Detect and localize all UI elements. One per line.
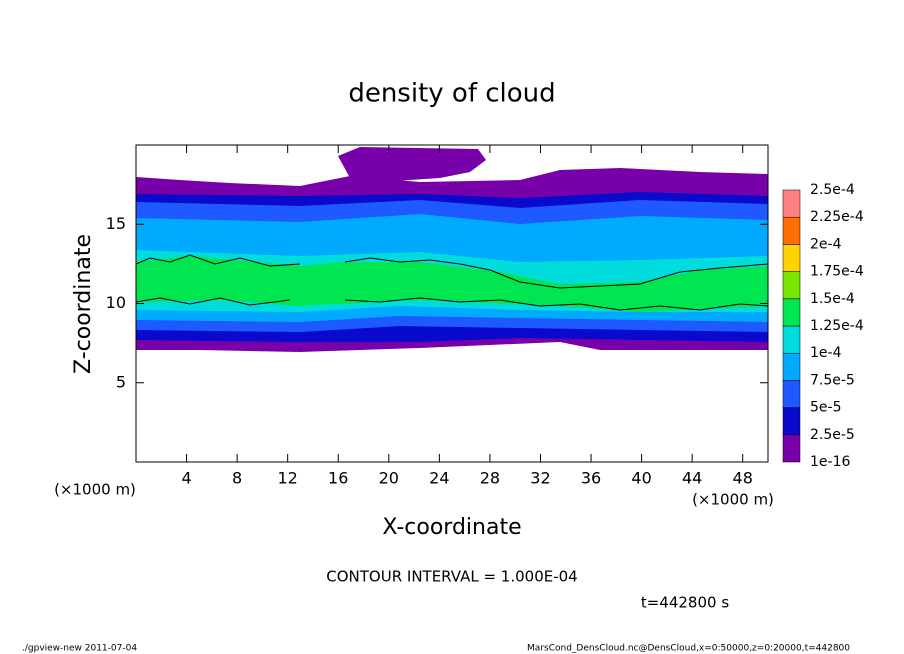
- contour-line: [135, 254, 769, 311]
- chart-title: density of cloud: [348, 79, 555, 109]
- colorbar-label: 1e-16: [810, 454, 850, 470]
- field: [135, 147, 769, 352]
- x-tick-label: 32: [530, 469, 550, 488]
- colorbar-box: [782, 298, 801, 327]
- x-axis-label: X-coordinate: [382, 515, 521, 540]
- y-tick-label: 15: [106, 214, 126, 233]
- field-band: [136, 256, 768, 312]
- y-tick-label: 5: [116, 372, 126, 391]
- x-unit: (×1000 m): [692, 491, 774, 509]
- y-unit: (×1000 m): [54, 481, 136, 499]
- colorbar-box: [782, 434, 801, 463]
- colorbar-label: 2.25e-4: [810, 209, 864, 225]
- x-tick-label: 12: [278, 469, 298, 488]
- colorbar-box: [782, 216, 801, 245]
- colorbar-label: 1e-4: [810, 345, 842, 361]
- x-tick-label: 36: [581, 469, 601, 488]
- colorbar-box: [782, 352, 801, 381]
- x-tick-label: 16: [328, 469, 348, 488]
- x-tick-label: 20: [379, 469, 399, 488]
- colorbar-box: [782, 189, 801, 218]
- x-tick-label: 48: [733, 469, 753, 488]
- colorbar-label: 7.5e-5: [810, 372, 855, 388]
- colorbar-label: 1.75e-4: [810, 264, 864, 280]
- x-tick-label: 40: [631, 469, 651, 488]
- contour-interval: CONTOUR INTERVAL = 1.000E-04: [326, 568, 577, 586]
- colorbar-box: [782, 380, 801, 408]
- colorbar-box: [782, 271, 801, 300]
- y-tick-label: 10: [106, 293, 126, 312]
- x-tick-label: 28: [480, 469, 500, 488]
- colorbar-label: 2e-4: [810, 236, 842, 252]
- colorbar-label: 5e-5: [810, 400, 841, 416]
- colorbar-label: 1.25e-4: [810, 318, 864, 334]
- colorbar-box: [782, 325, 801, 354]
- x-tick-label: 24: [429, 469, 449, 488]
- colorbar-label: 1.5e-4: [810, 291, 855, 307]
- colorbar-box: [782, 407, 801, 436]
- colorbar-label: 2.5e-5: [810, 427, 855, 443]
- y-axis-label: Z-coordinate: [71, 234, 96, 374]
- colorbar-label: 2.5e-4: [810, 182, 855, 198]
- x-tick-label: 44: [682, 469, 702, 488]
- field-band: [338, 147, 486, 182]
- colorbar-box: [782, 244, 801, 272]
- x-tick-label: 8: [232, 469, 242, 488]
- footer-left: ./gpview-new 2011-07-04: [22, 644, 137, 654]
- footer-right: MarsCond_DensCloud.nc@DensCloud,x=0:5000…: [527, 644, 850, 654]
- time-label: t=442800 s: [641, 594, 729, 612]
- x-tick-label: 4: [181, 469, 191, 488]
